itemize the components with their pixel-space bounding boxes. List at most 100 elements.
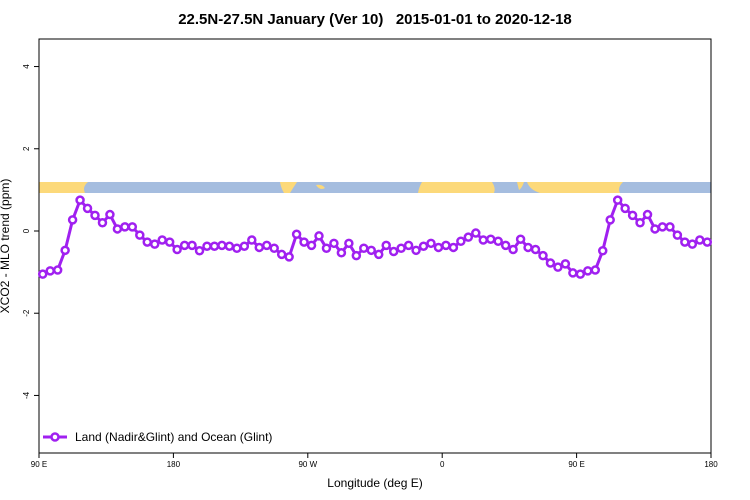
data-point <box>276 249 287 260</box>
data-point <box>665 222 675 232</box>
data-point <box>433 242 444 253</box>
data-point <box>642 209 653 220</box>
data-point <box>217 240 227 251</box>
data-point <box>269 243 279 254</box>
data-point <box>650 224 660 234</box>
y-axis-label: XCO2 - MLO trend (ppm) <box>0 179 12 314</box>
data-point <box>291 229 302 240</box>
data-point <box>149 239 160 249</box>
y-tick-label: 0 <box>22 228 31 233</box>
data-point <box>52 265 63 275</box>
data-point <box>164 237 175 247</box>
data-point <box>418 241 429 251</box>
chart-title: 22.5N-27.5N January (Ver 10) 2015-01-01 … <box>178 11 572 28</box>
ocean-band <box>39 182 711 193</box>
x-tick-label: 90 E <box>568 460 584 469</box>
x-tick-label: 90 E <box>31 460 47 469</box>
data-point <box>426 238 436 249</box>
data-point <box>239 241 250 251</box>
data-point <box>67 215 78 225</box>
data-point <box>575 269 586 279</box>
data-point <box>388 246 399 257</box>
legend-label: Land (Nadir&Glint) and Ocean (Glint) <box>75 430 272 444</box>
data-point <box>478 235 489 245</box>
data-point <box>471 228 481 238</box>
data-point <box>37 269 48 279</box>
y-tick-label: -2 <box>22 309 31 317</box>
data-point <box>695 235 705 245</box>
data-point <box>135 230 145 240</box>
data-point <box>680 237 690 247</box>
data-point <box>359 243 369 254</box>
data-point <box>612 195 623 205</box>
data-point <box>344 238 354 249</box>
data-point <box>560 259 571 269</box>
data-point <box>224 241 235 251</box>
x-axis-label: Longitude (deg E) <box>327 476 422 490</box>
data-point <box>127 222 138 232</box>
data-point <box>687 239 698 249</box>
data-point <box>553 262 563 272</box>
x-tick-label: 180 <box>167 460 181 469</box>
data-point <box>247 235 257 245</box>
data-point <box>179 240 190 251</box>
data-point <box>157 235 167 245</box>
data-point <box>366 245 377 256</box>
x-tick-label: 90 W <box>298 460 317 469</box>
data-point <box>583 266 593 276</box>
x-tick-label: 0 <box>440 460 445 469</box>
data-point <box>105 209 115 220</box>
land-band <box>418 182 495 193</box>
data-point <box>232 243 242 254</box>
data-point <box>411 245 421 256</box>
data-point <box>515 234 526 244</box>
data-point <box>403 240 414 251</box>
data-point <box>605 215 615 225</box>
data-point <box>485 234 496 244</box>
data-point <box>463 232 474 242</box>
data-point <box>635 218 645 228</box>
data-point <box>321 243 332 254</box>
land-band <box>39 182 88 193</box>
data-point <box>702 237 713 247</box>
data-point <box>672 230 683 240</box>
data-point <box>299 237 309 247</box>
data-point <box>441 240 451 251</box>
data-point <box>351 250 362 261</box>
data-point <box>209 241 220 251</box>
y-tick-label: -4 <box>22 391 31 399</box>
data-point <box>508 244 518 255</box>
data-point <box>381 240 391 251</box>
data-point <box>172 244 182 255</box>
data-point <box>45 266 55 276</box>
data-point <box>456 236 466 247</box>
data-point <box>538 250 548 261</box>
data-point <box>448 242 459 253</box>
land-band <box>517 182 524 190</box>
data-point <box>60 245 70 256</box>
data-point <box>590 265 601 275</box>
land-band <box>280 182 297 193</box>
data-point <box>530 244 541 255</box>
data-point <box>97 218 108 228</box>
data-point <box>336 248 347 258</box>
data-point <box>187 240 197 251</box>
data-point <box>90 210 100 221</box>
data-point <box>194 245 205 256</box>
y-tick-label: 2 <box>22 146 31 151</box>
y-tick-label: 4 <box>22 64 31 69</box>
plot-frame <box>38 38 712 454</box>
data-point <box>314 231 324 241</box>
data-point <box>620 203 630 214</box>
data-point <box>493 236 503 247</box>
land-band <box>527 182 623 193</box>
data-point <box>142 237 153 247</box>
data-point <box>306 240 317 251</box>
data-point <box>120 222 130 232</box>
data-point <box>75 195 85 205</box>
data-point <box>202 241 212 251</box>
legend-marker <box>50 432 60 442</box>
data-point <box>112 224 123 234</box>
data-point <box>284 252 294 262</box>
